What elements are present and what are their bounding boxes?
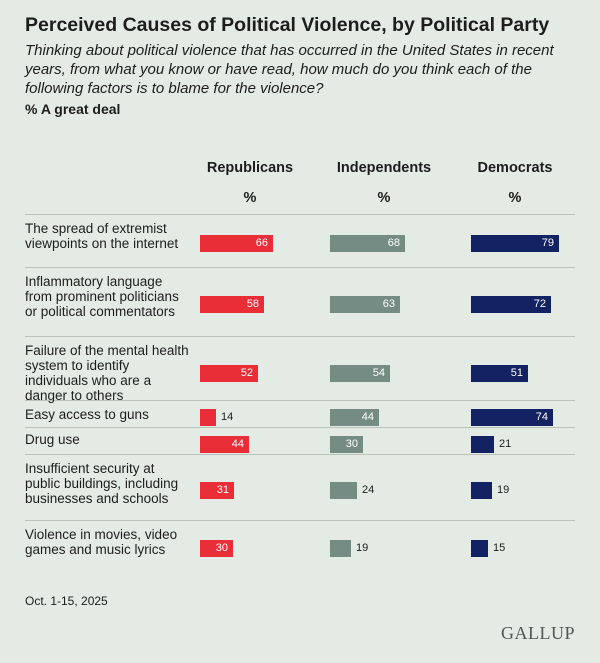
date-footnote: Oct. 1-15, 2025 (25, 594, 108, 608)
chart-subtitle: Thinking about political violence that h… (25, 42, 554, 97)
bar-democrats (471, 365, 528, 382)
bar-republicans (200, 235, 273, 252)
row-label: The spread of extremist viewpoints on th… (25, 221, 179, 251)
data-label: 24 (362, 484, 375, 496)
row-label: Failure of the mental health system to i… (25, 343, 189, 403)
column-header-democrats: Democrats (477, 160, 553, 176)
data-label: 63 (382, 298, 395, 310)
row-divider (25, 520, 575, 521)
row-divider (25, 427, 575, 428)
row-divider (25, 336, 575, 337)
bar-independents (330, 540, 351, 557)
row-label: Easy access to guns (25, 407, 149, 422)
data-label: 21 (499, 438, 512, 450)
data-label: 15 (493, 542, 506, 554)
bar-democrats (471, 540, 488, 557)
bar-democrats (471, 482, 492, 499)
data-label: 52 (240, 367, 253, 379)
bar-democrats (471, 296, 551, 313)
data-label: 44 (231, 438, 244, 450)
row-label: Drug use (25, 432, 80, 447)
row-divider (25, 214, 575, 215)
bar-independents (330, 296, 400, 313)
data-label: 30 (215, 542, 228, 554)
row-label: Insufficient security at public building… (25, 461, 179, 506)
data-label: 54 (372, 367, 385, 379)
data-label: 44 (361, 411, 374, 423)
bar-independents (330, 409, 379, 426)
bar-independents (330, 482, 357, 499)
bar-independents (330, 436, 363, 453)
column-header-republicans: Republicans (206, 160, 294, 176)
data-label: 66 (255, 237, 268, 249)
measure-label: % A great deal (25, 101, 121, 117)
data-label: 19 (356, 542, 369, 554)
bar-republicans (200, 296, 264, 313)
column-unit-independents: % (377, 190, 391, 206)
data-label: 51 (510, 367, 523, 379)
data-label: 74 (535, 411, 548, 423)
bar-independents (330, 365, 390, 382)
data-label: 30 (345, 438, 358, 450)
column-unit-democrats: % (508, 190, 522, 206)
bar-democrats (471, 235, 559, 252)
data-label: 19 (497, 484, 510, 496)
bar-republicans (200, 365, 258, 382)
column-header-independents: Independents (336, 160, 432, 176)
data-label: 79 (541, 237, 554, 249)
bar-democrats (471, 409, 553, 426)
row-divider (25, 400, 575, 401)
bar-independents (330, 235, 405, 252)
row-label: Violence in movies, video games and musi… (25, 527, 178, 557)
data-label: 72 (533, 298, 546, 310)
data-label: 31 (216, 484, 229, 496)
chart-title: Perceived Causes of Political Violence, … (25, 14, 550, 36)
data-label: 58 (246, 298, 259, 310)
bar-republicans (200, 436, 249, 453)
bar-republicans (200, 540, 233, 557)
data-label: 14 (221, 411, 234, 423)
gallup-logo: GALLUP (501, 623, 575, 643)
data-label: 68 (387, 237, 400, 249)
column-unit-republicans: % (243, 190, 257, 206)
row-divider (25, 267, 575, 268)
bar-republicans (200, 409, 216, 426)
row-label: Inflammatory language from prominent pol… (25, 274, 179, 319)
row-divider (25, 454, 575, 455)
bar-republicans (200, 482, 234, 499)
bar-democrats (471, 436, 494, 453)
